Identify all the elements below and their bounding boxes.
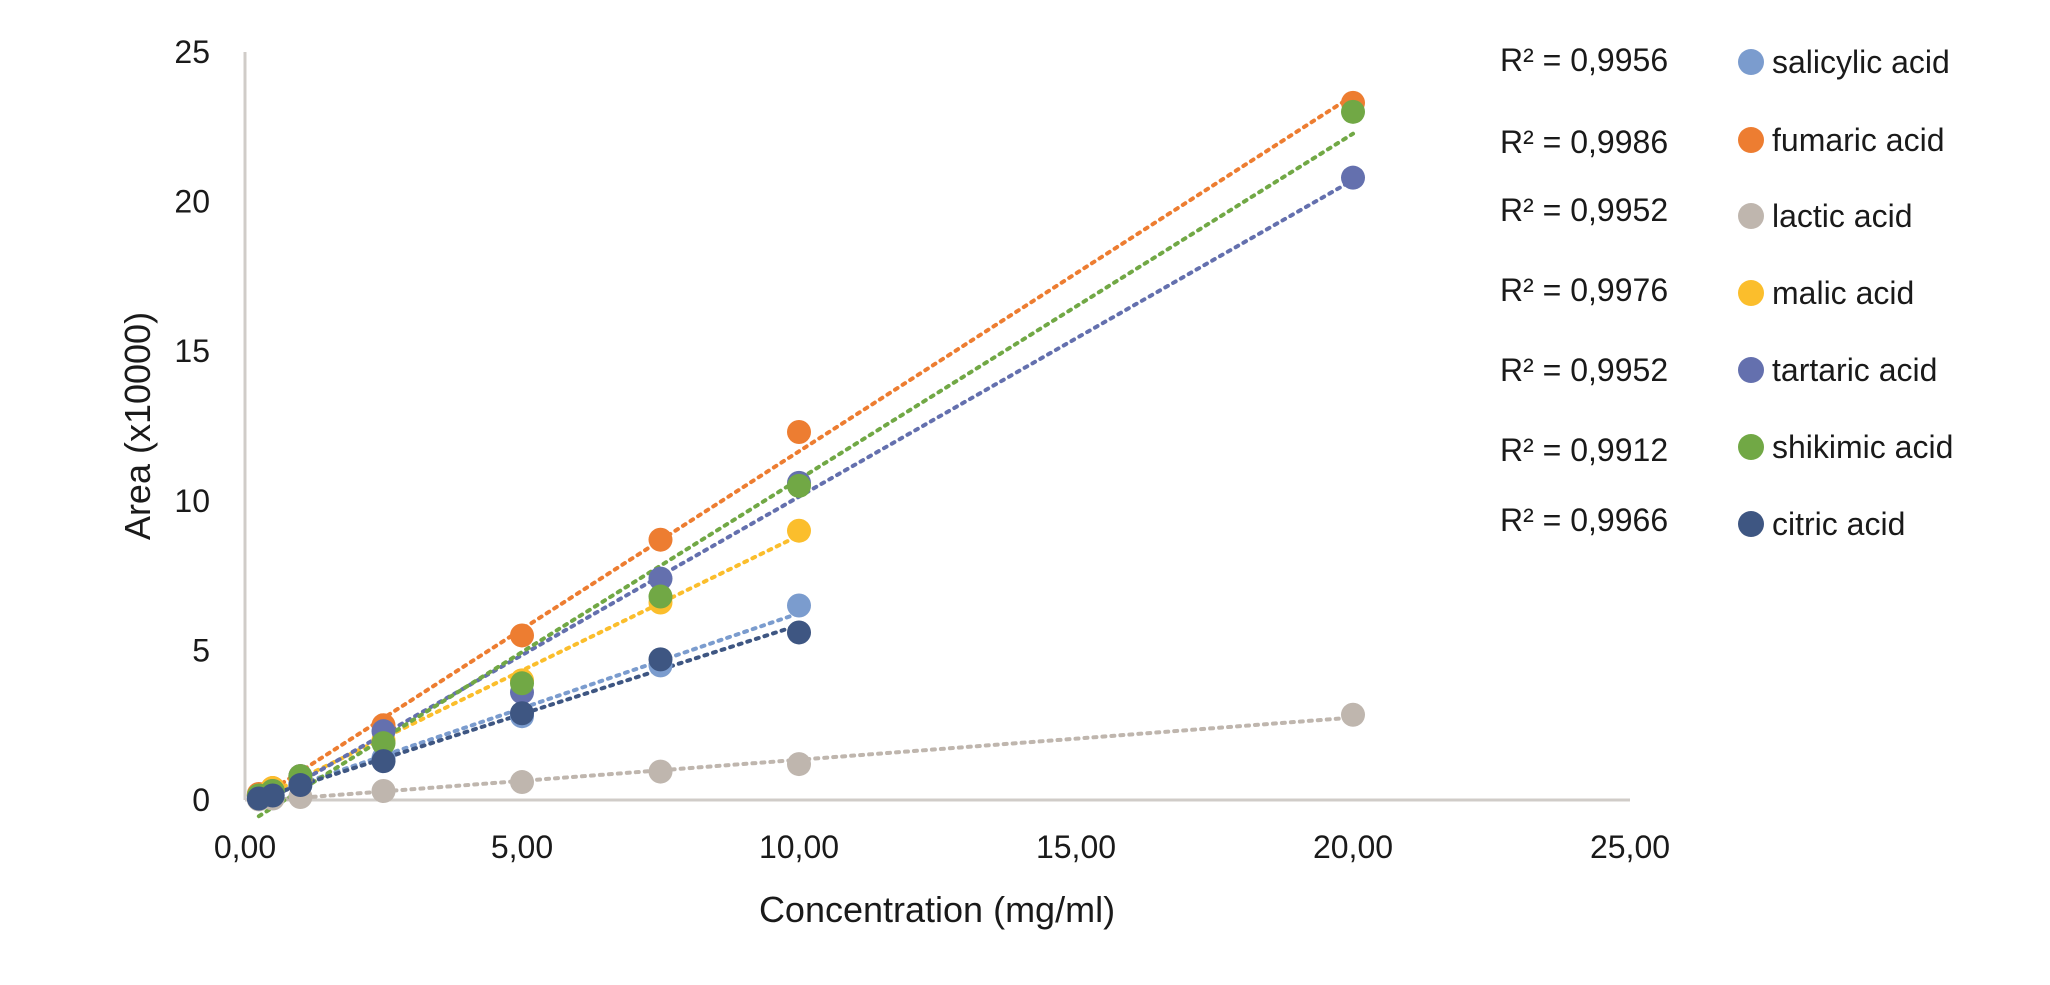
x-tick-label: 20,00 xyxy=(1313,829,1393,865)
data-point xyxy=(371,731,396,756)
data-point xyxy=(648,527,673,552)
data-point xyxy=(787,593,811,618)
data-point xyxy=(787,419,811,444)
trendlines xyxy=(256,93,1355,819)
legend-label: shikimic acid xyxy=(1772,429,1953,465)
y-tick-label: 25 xyxy=(174,34,210,70)
x-tick-label: 10,00 xyxy=(759,829,839,865)
legend-label: lactic acid xyxy=(1772,198,1913,234)
data-point xyxy=(648,566,673,591)
data-points xyxy=(246,90,1365,812)
x-axis-title: Concentration (mg/ml) xyxy=(759,889,1115,930)
legend: salicylic acid fumaric acid lactic acid mal… xyxy=(1738,44,1953,542)
x-tick-label: 25,00 xyxy=(1590,829,1670,865)
trendline xyxy=(256,131,1355,819)
y-tick-label: 10 xyxy=(174,483,210,519)
data-point xyxy=(510,623,534,648)
x-tick-label: 15,00 xyxy=(1036,829,1116,865)
r-squared-label: R² = 0,9986 xyxy=(1500,124,1668,160)
legend-marker xyxy=(1738,357,1764,383)
data-point xyxy=(510,770,534,795)
r-squared-label: R² = 0,9956 xyxy=(1500,42,1668,78)
legend-marker xyxy=(1738,434,1764,460)
data-point xyxy=(1341,165,1365,190)
r-squared-label: R² = 0,9976 xyxy=(1500,272,1668,308)
data-point xyxy=(371,779,396,804)
r-squared-label: R² = 0,9952 xyxy=(1500,352,1668,388)
data-point xyxy=(648,647,673,672)
legend-marker xyxy=(1738,203,1764,229)
x-tick-label: 5,00 xyxy=(491,829,553,865)
y-tick-label: 5 xyxy=(192,632,210,668)
legend-marker xyxy=(1738,511,1764,537)
y-tick-label: 0 xyxy=(192,782,210,818)
legend-label: citric acid xyxy=(1772,506,1905,542)
legend-label: fumaric acid xyxy=(1772,122,1945,158)
data-point xyxy=(288,773,313,798)
data-point xyxy=(787,752,811,777)
x-tick-label: 0,00 xyxy=(214,829,276,865)
r-squared-label: R² = 0,9952 xyxy=(1500,192,1668,228)
y-tick-labels: 0 5 10 15 20 25 xyxy=(174,34,210,818)
trendline xyxy=(256,611,801,801)
y-tick-label: 20 xyxy=(174,184,210,220)
data-point xyxy=(787,518,811,543)
r-squared-labels: R² = 0,9956 R² = 0,9986 R² = 0,9952 R² = 0,… xyxy=(1500,42,1668,538)
legend-label: malic acid xyxy=(1772,275,1914,311)
r-squared-label: R² = 0,9912 xyxy=(1500,432,1668,468)
legend-marker xyxy=(1738,280,1764,306)
data-point xyxy=(260,783,285,808)
legend-label: tartaric acid xyxy=(1772,352,1937,388)
r-squared-label: R² = 0,9966 xyxy=(1500,502,1668,538)
data-point xyxy=(648,584,673,609)
data-point xyxy=(787,473,811,498)
data-point xyxy=(648,759,673,784)
data-point xyxy=(510,701,534,726)
y-axis-title: Area (x10000) xyxy=(117,312,158,540)
legend-marker xyxy=(1738,49,1764,75)
axes xyxy=(243,52,1630,802)
data-point xyxy=(1341,99,1365,124)
legend-marker xyxy=(1738,127,1764,153)
legend-label: salicylic acid xyxy=(1772,44,1950,80)
x-tick-labels: 0,00 5,00 10,00 15,00 20,00 25,00 xyxy=(214,829,1670,865)
trendline xyxy=(256,93,1355,801)
data-point xyxy=(510,671,534,696)
data-point xyxy=(1341,702,1365,727)
data-point xyxy=(787,620,811,645)
y-tick-label: 15 xyxy=(174,333,210,369)
data-point xyxy=(371,749,396,774)
